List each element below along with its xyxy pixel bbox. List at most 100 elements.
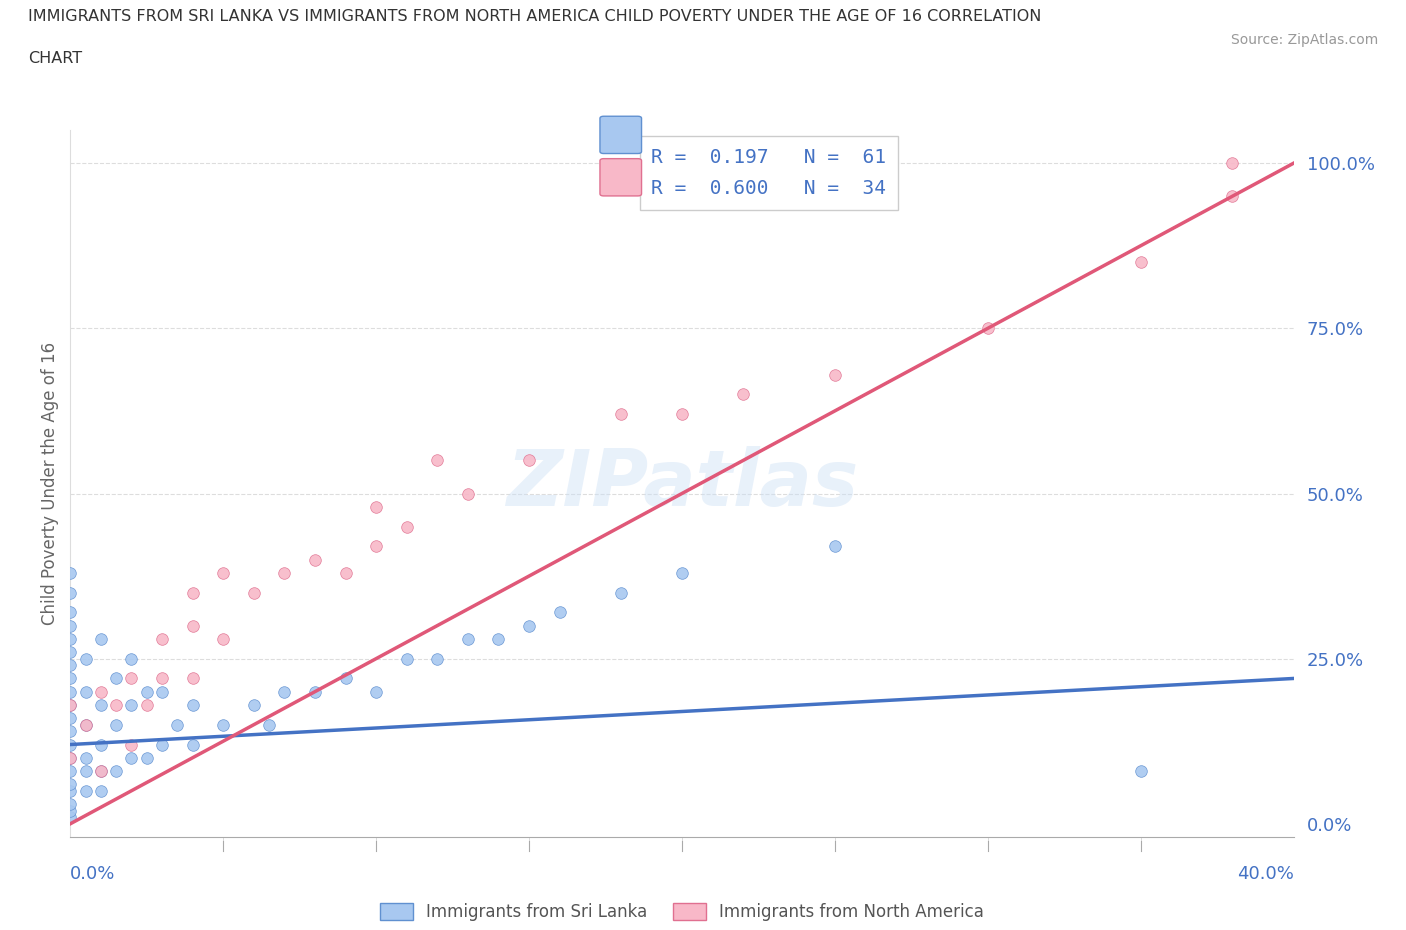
Point (150, 737, 173, 752)
Point (105, 764, 128, 778)
Point (105, 717, 128, 732)
Point (1220, 156, 1243, 171)
Point (517, 618, 540, 633)
Point (243, 698, 266, 712)
Point (824, 538, 846, 553)
Point (59, 644, 82, 659)
Point (273, 684, 295, 699)
Text: R =  0.197   N =  61
R =  0.600   N =  34: R = 0.197 N = 61 R = 0.600 N = 34 (651, 148, 886, 198)
Point (181, 737, 204, 752)
Point (59, 751, 82, 765)
Point (59, 810, 82, 825)
Point (366, 538, 388, 553)
Point (304, 684, 326, 699)
Text: IMMIGRANTS FROM SRI LANKA VS IMMIGRANTS FROM NORTH AMERICA CHILD POVERTY UNDER T: IMMIGRANTS FROM SRI LANKA VS IMMIGRANTS … (28, 9, 1042, 24)
Point (610, 585, 633, 600)
Point (59, 698, 82, 712)
Point (75, 717, 97, 732)
Point (59, 777, 82, 791)
Point (59, 783, 82, 798)
Point (121, 698, 143, 712)
Point (395, 651, 418, 666)
Point (150, 684, 173, 699)
Point (59, 698, 82, 712)
Point (273, 565, 295, 580)
Point (59, 658, 82, 672)
Point (135, 698, 157, 712)
Point (121, 671, 143, 686)
Point (488, 631, 510, 646)
Point (59, 711, 82, 725)
Point (181, 618, 204, 633)
Point (59, 671, 82, 686)
Point (105, 698, 128, 712)
Point (824, 367, 846, 382)
Point (75, 717, 97, 732)
Legend: Immigrants from Sri Lanka, Immigrants from North America: Immigrants from Sri Lanka, Immigrants fr… (373, 897, 991, 927)
Point (1220, 189, 1243, 204)
Point (59, 804, 82, 818)
Point (181, 698, 204, 712)
FancyBboxPatch shape (600, 159, 641, 196)
Point (75, 684, 97, 699)
Point (212, 717, 235, 732)
Point (121, 751, 143, 765)
Point (335, 671, 357, 686)
FancyBboxPatch shape (600, 116, 641, 153)
Point (59, 605, 82, 620)
Point (517, 453, 540, 468)
Point (150, 631, 173, 646)
Point (212, 631, 235, 646)
Point (75, 651, 97, 666)
Point (426, 651, 449, 666)
Point (90, 698, 112, 712)
Point (90, 764, 112, 778)
Point (121, 737, 143, 752)
Point (90, 783, 112, 798)
Text: CHART: CHART (28, 51, 82, 66)
Point (671, 565, 693, 580)
Point (610, 406, 633, 421)
Point (366, 684, 388, 699)
Point (395, 519, 418, 534)
Point (59, 618, 82, 633)
Point (181, 671, 204, 686)
Point (1129, 255, 1152, 270)
Point (212, 565, 235, 580)
Point (150, 671, 173, 686)
Point (59, 764, 82, 778)
Y-axis label: Child Poverty Under the Age of 16: Child Poverty Under the Age of 16 (41, 342, 59, 625)
Point (59, 585, 82, 600)
Point (166, 717, 188, 732)
Point (335, 565, 357, 580)
Point (59, 796, 82, 811)
Point (366, 499, 388, 514)
Point (457, 631, 479, 646)
Point (257, 717, 280, 732)
Point (75, 751, 97, 765)
Point (304, 552, 326, 567)
Point (976, 321, 998, 336)
Text: Source: ZipAtlas.com: Source: ZipAtlas.com (1230, 33, 1378, 46)
Point (135, 751, 157, 765)
Point (671, 406, 693, 421)
Point (59, 684, 82, 699)
Point (90, 684, 112, 699)
Point (75, 783, 97, 798)
Point (59, 631, 82, 646)
Point (135, 684, 157, 699)
Point (733, 387, 755, 402)
Point (75, 764, 97, 778)
Point (59, 751, 82, 765)
Point (59, 565, 82, 580)
Point (59, 737, 82, 752)
Point (90, 631, 112, 646)
Text: ZIPatlas: ZIPatlas (506, 445, 858, 522)
Text: 0.0%: 0.0% (70, 865, 115, 883)
Point (121, 651, 143, 666)
Text: 40.0%: 40.0% (1237, 865, 1294, 883)
Point (243, 585, 266, 600)
Point (548, 605, 571, 620)
Point (59, 724, 82, 738)
Point (181, 585, 204, 600)
